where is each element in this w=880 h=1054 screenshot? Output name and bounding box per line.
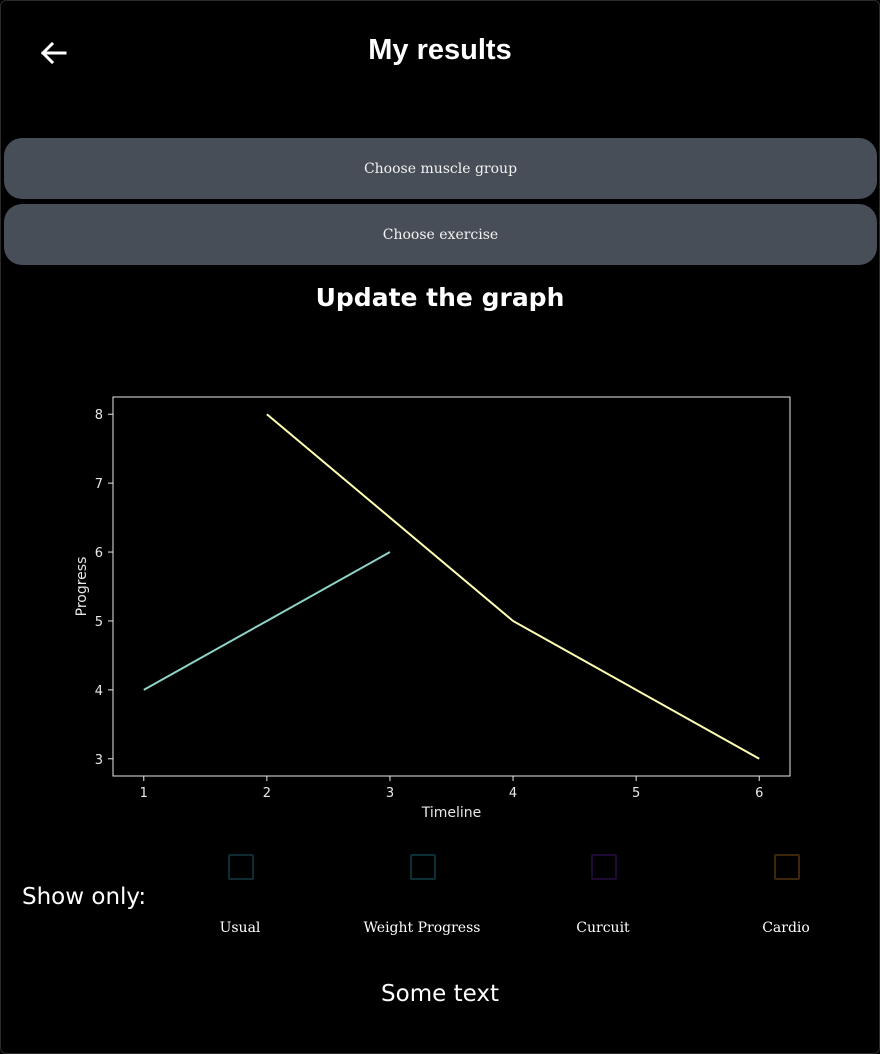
filter-usual[interactable]: Usual: [170, 852, 310, 942]
filter-curcuit[interactable]: Curcuit: [533, 852, 673, 942]
filter-cardio-checkbox[interactable]: [774, 854, 800, 880]
y-tick-label: 4: [95, 684, 103, 699]
progress-chart-svg: 1 2 3 4 5 6 3 4 5 6 7 8 Timeline Progress: [74, 396, 791, 821]
y-tick-label: 3: [95, 753, 103, 768]
choose-muscle-group-button[interactable]: Choose muscle group: [4, 138, 877, 199]
filter-cardio[interactable]: Cardio: [716, 852, 856, 942]
choose-exercise-button[interactable]: Choose exercise: [4, 204, 877, 265]
series-line-1: [143, 551, 391, 691]
y-tick-label: 5: [95, 615, 103, 630]
x-tick-label: 5: [632, 786, 640, 801]
x-tick-label: 2: [263, 786, 271, 801]
filter-curcuit-checkbox[interactable]: [591, 854, 617, 880]
filter-weight-progress[interactable]: Weight Progress: [352, 852, 492, 942]
y-tick-label: 7: [95, 477, 103, 492]
x-tick-label: 3: [386, 786, 394, 801]
filter-weight-progress-label: Weight Progress: [363, 920, 481, 936]
filter-weight-progress-checkbox[interactable]: [410, 854, 436, 880]
filter-curcuit-label: Curcuit: [576, 920, 630, 936]
filter-usual-checkbox[interactable]: [228, 854, 254, 880]
x-tick-label: 6: [755, 786, 763, 801]
y-tick-label: 6: [95, 546, 103, 561]
top-bar: My results: [0, 0, 880, 104]
footer-text: Some text: [381, 981, 499, 1007]
arrow-left-icon: [40, 41, 67, 65]
update-graph-button[interactable]: Update the graph: [315, 283, 565, 312]
filter-cardio-label: Cardio: [762, 920, 810, 936]
x-tick-label: 4: [509, 786, 517, 801]
x-axis-label: Timeline: [421, 805, 482, 821]
back-button[interactable]: [30, 30, 76, 76]
progress-chart: 1 2 3 4 5 6 3 4 5 6 7 8 Timeline Progress: [60, 380, 820, 830]
y-axis-label: Progress: [74, 557, 90, 617]
y-tick-label: 8: [95, 408, 103, 423]
page-title: My results: [368, 34, 512, 66]
x-tick-label: 1: [140, 786, 148, 801]
series-line-2: [266, 413, 760, 760]
show-only-label: Show only:: [22, 884, 147, 910]
filter-usual-label: Usual: [219, 920, 261, 936]
